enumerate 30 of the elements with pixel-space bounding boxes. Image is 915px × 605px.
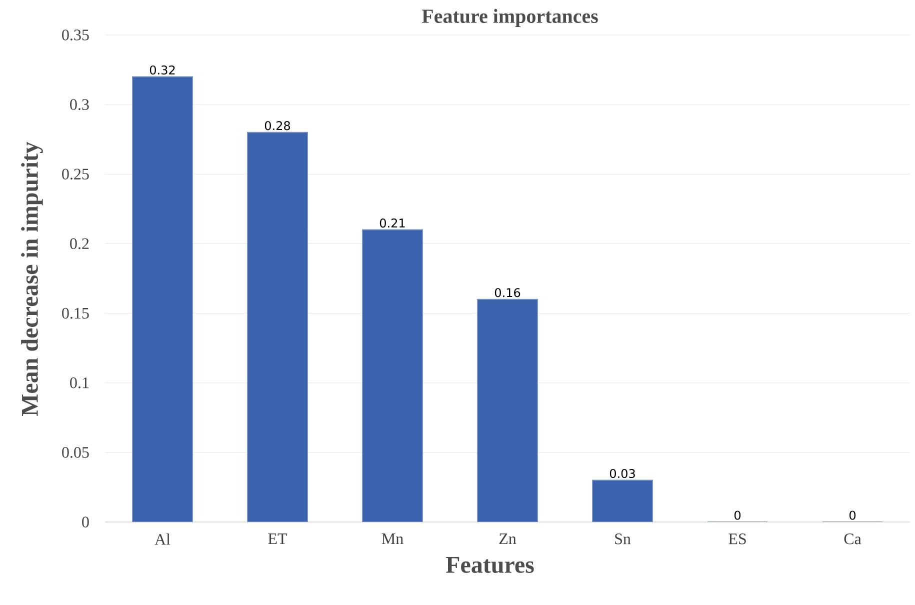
data-label: 0 [734,510,741,520]
data-label: 0.28 [264,121,290,130]
x-tick-label: Sn [615,534,631,544]
y-tick-label: 0.05 [62,447,89,458]
x-tick-label: Zn [499,534,516,544]
bar [132,76,193,522]
data-label: 0.21 [380,218,405,228]
bar [247,132,308,522]
y-tick-label: 0.3 [70,99,89,110]
bar [477,298,538,522]
chart-title: Feature importances [422,8,598,28]
y-tick-label: 0.15 [62,308,89,319]
x-tick-label: Ca [844,534,862,544]
data-label: 0.16 [494,288,520,298]
x-tick-label: ES [728,534,746,544]
x-tick-label: ET [268,534,288,544]
y-tick-label: 0.2 [70,238,89,250]
x-tick-label: Mn [382,534,404,544]
data-label: 0 [849,510,856,520]
y-tick-label: 0.25 [62,168,89,180]
y-axis-title: Mean decrease in impurity [21,142,43,416]
x-axis-title: Features [446,556,534,574]
x-tick-label: Al [154,534,170,545]
data-label: 0.32 [150,65,175,75]
data-label: 0.03 [610,468,635,478]
bar [592,480,654,522]
y-tick-label: 0.1 [70,377,89,388]
y-tick-label: 0.35 [62,30,89,40]
bar [362,229,424,522]
y-tick-label: 0 [82,516,89,528]
